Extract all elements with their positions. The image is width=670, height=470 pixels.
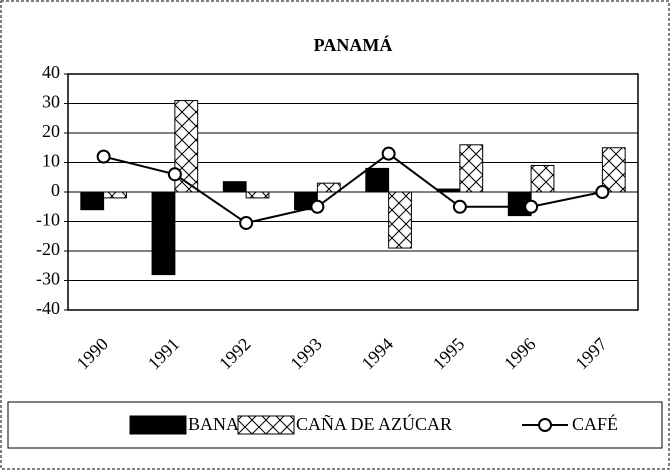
legend-box [7,401,663,449]
y-tick-label: -30 [36,269,60,289]
bar [222,181,247,193]
legend-swatch [129,415,187,435]
legend-label: CAÑA DE AZÚCAR [296,413,452,434]
y-tick-label: 10 [42,151,60,171]
marker [239,215,254,230]
bar [245,191,270,199]
bar [103,191,127,199]
bar [80,191,105,211]
bar [530,164,555,193]
marker [524,199,539,214]
y-tick-label: 40 [42,62,60,82]
bar [459,144,484,193]
y-tick-label: -10 [36,210,60,230]
marker [595,185,610,199]
y-tick-label: 30 [42,92,60,112]
marker [167,167,182,182]
y-tick-label: -40 [36,298,60,318]
y-tick-label: -20 [36,239,60,259]
line [103,152,603,225]
legend-marker [538,418,552,432]
bar [388,191,412,249]
marker [96,149,111,164]
bar [316,182,341,193]
legend-swatch [237,415,295,435]
bar [365,167,390,193]
bar [601,147,626,193]
marker [381,146,396,161]
bar [174,100,199,193]
chart-title: PANAMÁ [314,34,393,55]
y-tick-label: 20 [42,121,60,141]
bar [151,191,176,276]
y-tick-label: 0 [51,180,60,200]
legend-label: CAFÉ [572,413,618,434]
marker [452,199,467,214]
marker [310,199,325,214]
